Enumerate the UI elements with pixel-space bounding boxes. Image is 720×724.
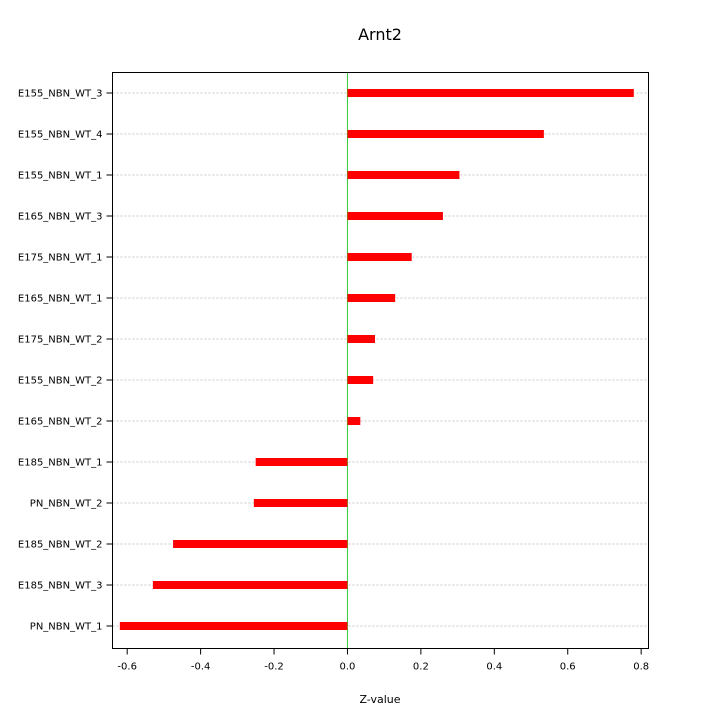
bar [347, 171, 460, 179]
x-tick-label: 0.2 [413, 662, 429, 673]
y-tick-label: E155_NBN_WT_3 [18, 89, 103, 100]
bar [255, 458, 348, 466]
bar [347, 253, 412, 261]
bar [173, 540, 348, 548]
x-tick-label: -0.4 [191, 662, 211, 673]
chart-title: Arnt2 [358, 25, 402, 44]
y-tick-label: E165_NBN_WT_2 [18, 417, 103, 428]
y-tick-label: E175_NBN_WT_1 [18, 253, 103, 264]
y-tick-label: PN_NBN_WT_1 [30, 622, 103, 633]
x-tick-label: -0.6 [117, 662, 137, 673]
bar [347, 212, 443, 220]
bar [347, 89, 634, 97]
bars [119, 89, 634, 630]
bar [347, 335, 375, 343]
y-tick-label: E185_NBN_WT_1 [18, 458, 103, 469]
x-tick-label: -0.2 [264, 662, 284, 673]
y-tick-label: E165_NBN_WT_3 [18, 212, 103, 223]
x-axis: -0.6 -0.4 -0.2 0.0 0.2 0.4 0.6 0.8 [117, 648, 649, 673]
bar [347, 376, 374, 384]
y-axis: E155_NBN_WT_3 E155_NBN_WT_4 E155_NBN_WT_1 E… [18, 89, 113, 633]
bar [347, 417, 361, 425]
y-tick-label: E165_NBN_WT_1 [18, 294, 103, 305]
x-tick-label: 0.6 [560, 662, 576, 673]
bar [119, 622, 348, 630]
y-tick-label: E155_NBN_WT_4 [18, 130, 103, 141]
bar [347, 130, 544, 138]
y-tick-label: E185_NBN_WT_2 [18, 540, 103, 551]
x-axis-label: Z-value [359, 693, 400, 706]
y-tick-label: E155_NBN_WT_2 [18, 376, 103, 387]
x-tick-label: 0.4 [486, 662, 502, 673]
y-tick-label: E175_NBN_WT_2 [18, 335, 103, 346]
plot-frame [112, 72, 649, 649]
y-tick-label: PN_NBN_WT_2 [30, 499, 103, 510]
x-tick-label: 0.0 [340, 662, 356, 673]
bar [253, 499, 348, 507]
x-tick-label: 0.8 [633, 662, 649, 673]
bar [347, 294, 396, 302]
y-tick-label: E185_NBN_WT_3 [18, 581, 103, 592]
bar [152, 581, 348, 589]
y-tick-label: E155_NBN_WT_1 [18, 171, 103, 182]
